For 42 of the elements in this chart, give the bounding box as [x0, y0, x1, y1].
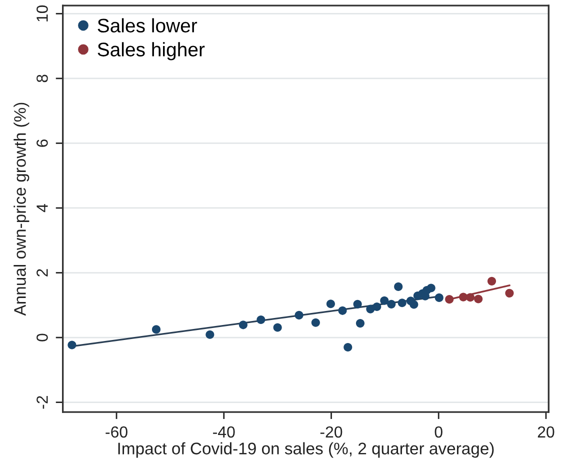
- point: [326, 300, 335, 308]
- y-axis-title: Annual own-price growth (%): [14, 102, 30, 316]
- point: [445, 295, 454, 304]
- point: [238, 320, 248, 330]
- point: [152, 325, 161, 334]
- y-tick-label: 10: [36, 5, 48, 22]
- y-tick-label: 0: [36, 334, 48, 342]
- point: [68, 340, 76, 350]
- x-tick-label: 0: [434, 426, 442, 438]
- point: [206, 330, 214, 339]
- point: [356, 319, 365, 328]
- y-tick-label: 8: [36, 74, 48, 82]
- point: [434, 293, 444, 302]
- point: [294, 310, 304, 320]
- x-axis-title: Impact of Covid-19 on sales (%, 2 quarter average): [118, 442, 494, 458]
- point: [398, 298, 406, 308]
- x-tick-label: -40: [213, 426, 235, 438]
- point: [410, 300, 418, 309]
- point: [344, 342, 352, 352]
- point: [372, 302, 382, 312]
- point: [505, 288, 514, 298]
- point: [487, 276, 496, 286]
- point: [380, 296, 389, 305]
- point: [256, 315, 266, 324]
- point: [426, 284, 436, 292]
- legend-label: Sales higher: [98, 42, 205, 60]
- legend-label: Sales lower: [98, 18, 198, 32]
- x-tick-label: -20: [320, 426, 342, 438]
- point: [466, 293, 475, 302]
- point: [387, 300, 396, 308]
- y-tick-label: 2: [36, 269, 48, 276]
- point: [353, 300, 362, 308]
- point: [311, 318, 320, 327]
- point: [474, 294, 483, 304]
- point: [273, 323, 282, 332]
- point: [338, 306, 347, 315]
- x-tick-label: 20: [538, 426, 554, 438]
- y-tick-label: 6: [36, 139, 48, 147]
- x-tick-label: -60: [106, 426, 128, 438]
- y-tick-label: -2: [36, 396, 48, 409]
- point: [394, 282, 403, 291]
- y-tick-label: 4: [36, 204, 48, 212]
